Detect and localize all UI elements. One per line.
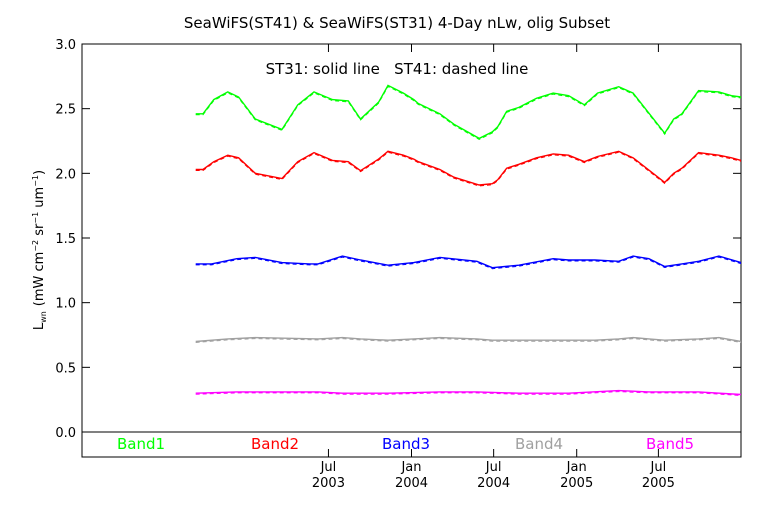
svg-text:Lwn(mW cm−2 sr−1 um−1): Lwn(mW cm−2 sr−1 um−1) [31, 170, 48, 330]
y-tick-label-0: 0.0 [55, 426, 76, 441]
y-tick-label-5: 2.5 [55, 103, 76, 118]
y-axis-label: Lwn(mW cm−2 sr−1 um−1) [31, 170, 48, 330]
y-tick-label-6: 3.0 [55, 38, 76, 53]
legend-band5: Band5 [646, 435, 694, 453]
x-tick-label-1: Jan [400, 460, 421, 475]
legend-band4: Band4 [515, 435, 563, 453]
x-tick-label-0: Jul [320, 460, 337, 475]
y-label-mid: sr [32, 223, 47, 240]
y-label-um: um [32, 187, 47, 212]
y-tick-label-3: 1.5 [55, 232, 76, 247]
y-label-sup2: −1 [31, 212, 40, 224]
plot-area: 0.00.51.01.52.02.53.0Jul2003Jan2004Jul20… [55, 38, 742, 491]
series-line-band3 [195, 255, 742, 269]
x-tick-year-3: 2005 [560, 476, 593, 491]
x-tick-year-0: 2003 [312, 476, 345, 491]
series-line-band5 [195, 389, 742, 396]
series-line-band4 [195, 336, 742, 343]
y-label-close: ) [32, 170, 47, 175]
legend-band3: Band3 [382, 435, 430, 453]
y-tick-label-1: 0.5 [55, 361, 76, 376]
series-dashed-band3 [195, 256, 742, 270]
y-label-symbol: L [32, 322, 47, 330]
x-tick-year-2: 2004 [477, 476, 510, 491]
y-label-subscript: wn [39, 311, 48, 323]
legend-band1: Band1 [117, 435, 165, 453]
x-tick-label-3: Jan [566, 460, 587, 475]
series-dashed-band4 [195, 338, 742, 343]
series-line-band1 [195, 84, 742, 140]
legend-band2: Band2 [251, 435, 299, 453]
x-tick-label-2: Jul [485, 460, 502, 475]
y-tick-label-2: 1.0 [55, 297, 76, 312]
x-tick-label-4: Jul [650, 460, 667, 475]
x-tick-year-4: 2005 [642, 476, 675, 491]
y-tick-label-4: 2.0 [55, 167, 76, 182]
series-dashed-band5 [195, 391, 742, 396]
x-tick-year-1: 2004 [395, 476, 428, 491]
y-label-sup1: −2 [31, 240, 40, 252]
series-dashed-band2 [195, 151, 742, 187]
y-label-open: (mW cm [32, 252, 47, 307]
y-label-sup3: −1 [31, 175, 40, 187]
chart-annotation: ST31: solid line ST41: dashed line [266, 60, 529, 78]
chart-title: SeaWiFS(ST41) & SeaWiFS(ST31) 4-Day nLw,… [184, 14, 610, 32]
series-dashed-band1 [195, 85, 742, 140]
series-line-band2 [195, 150, 742, 186]
